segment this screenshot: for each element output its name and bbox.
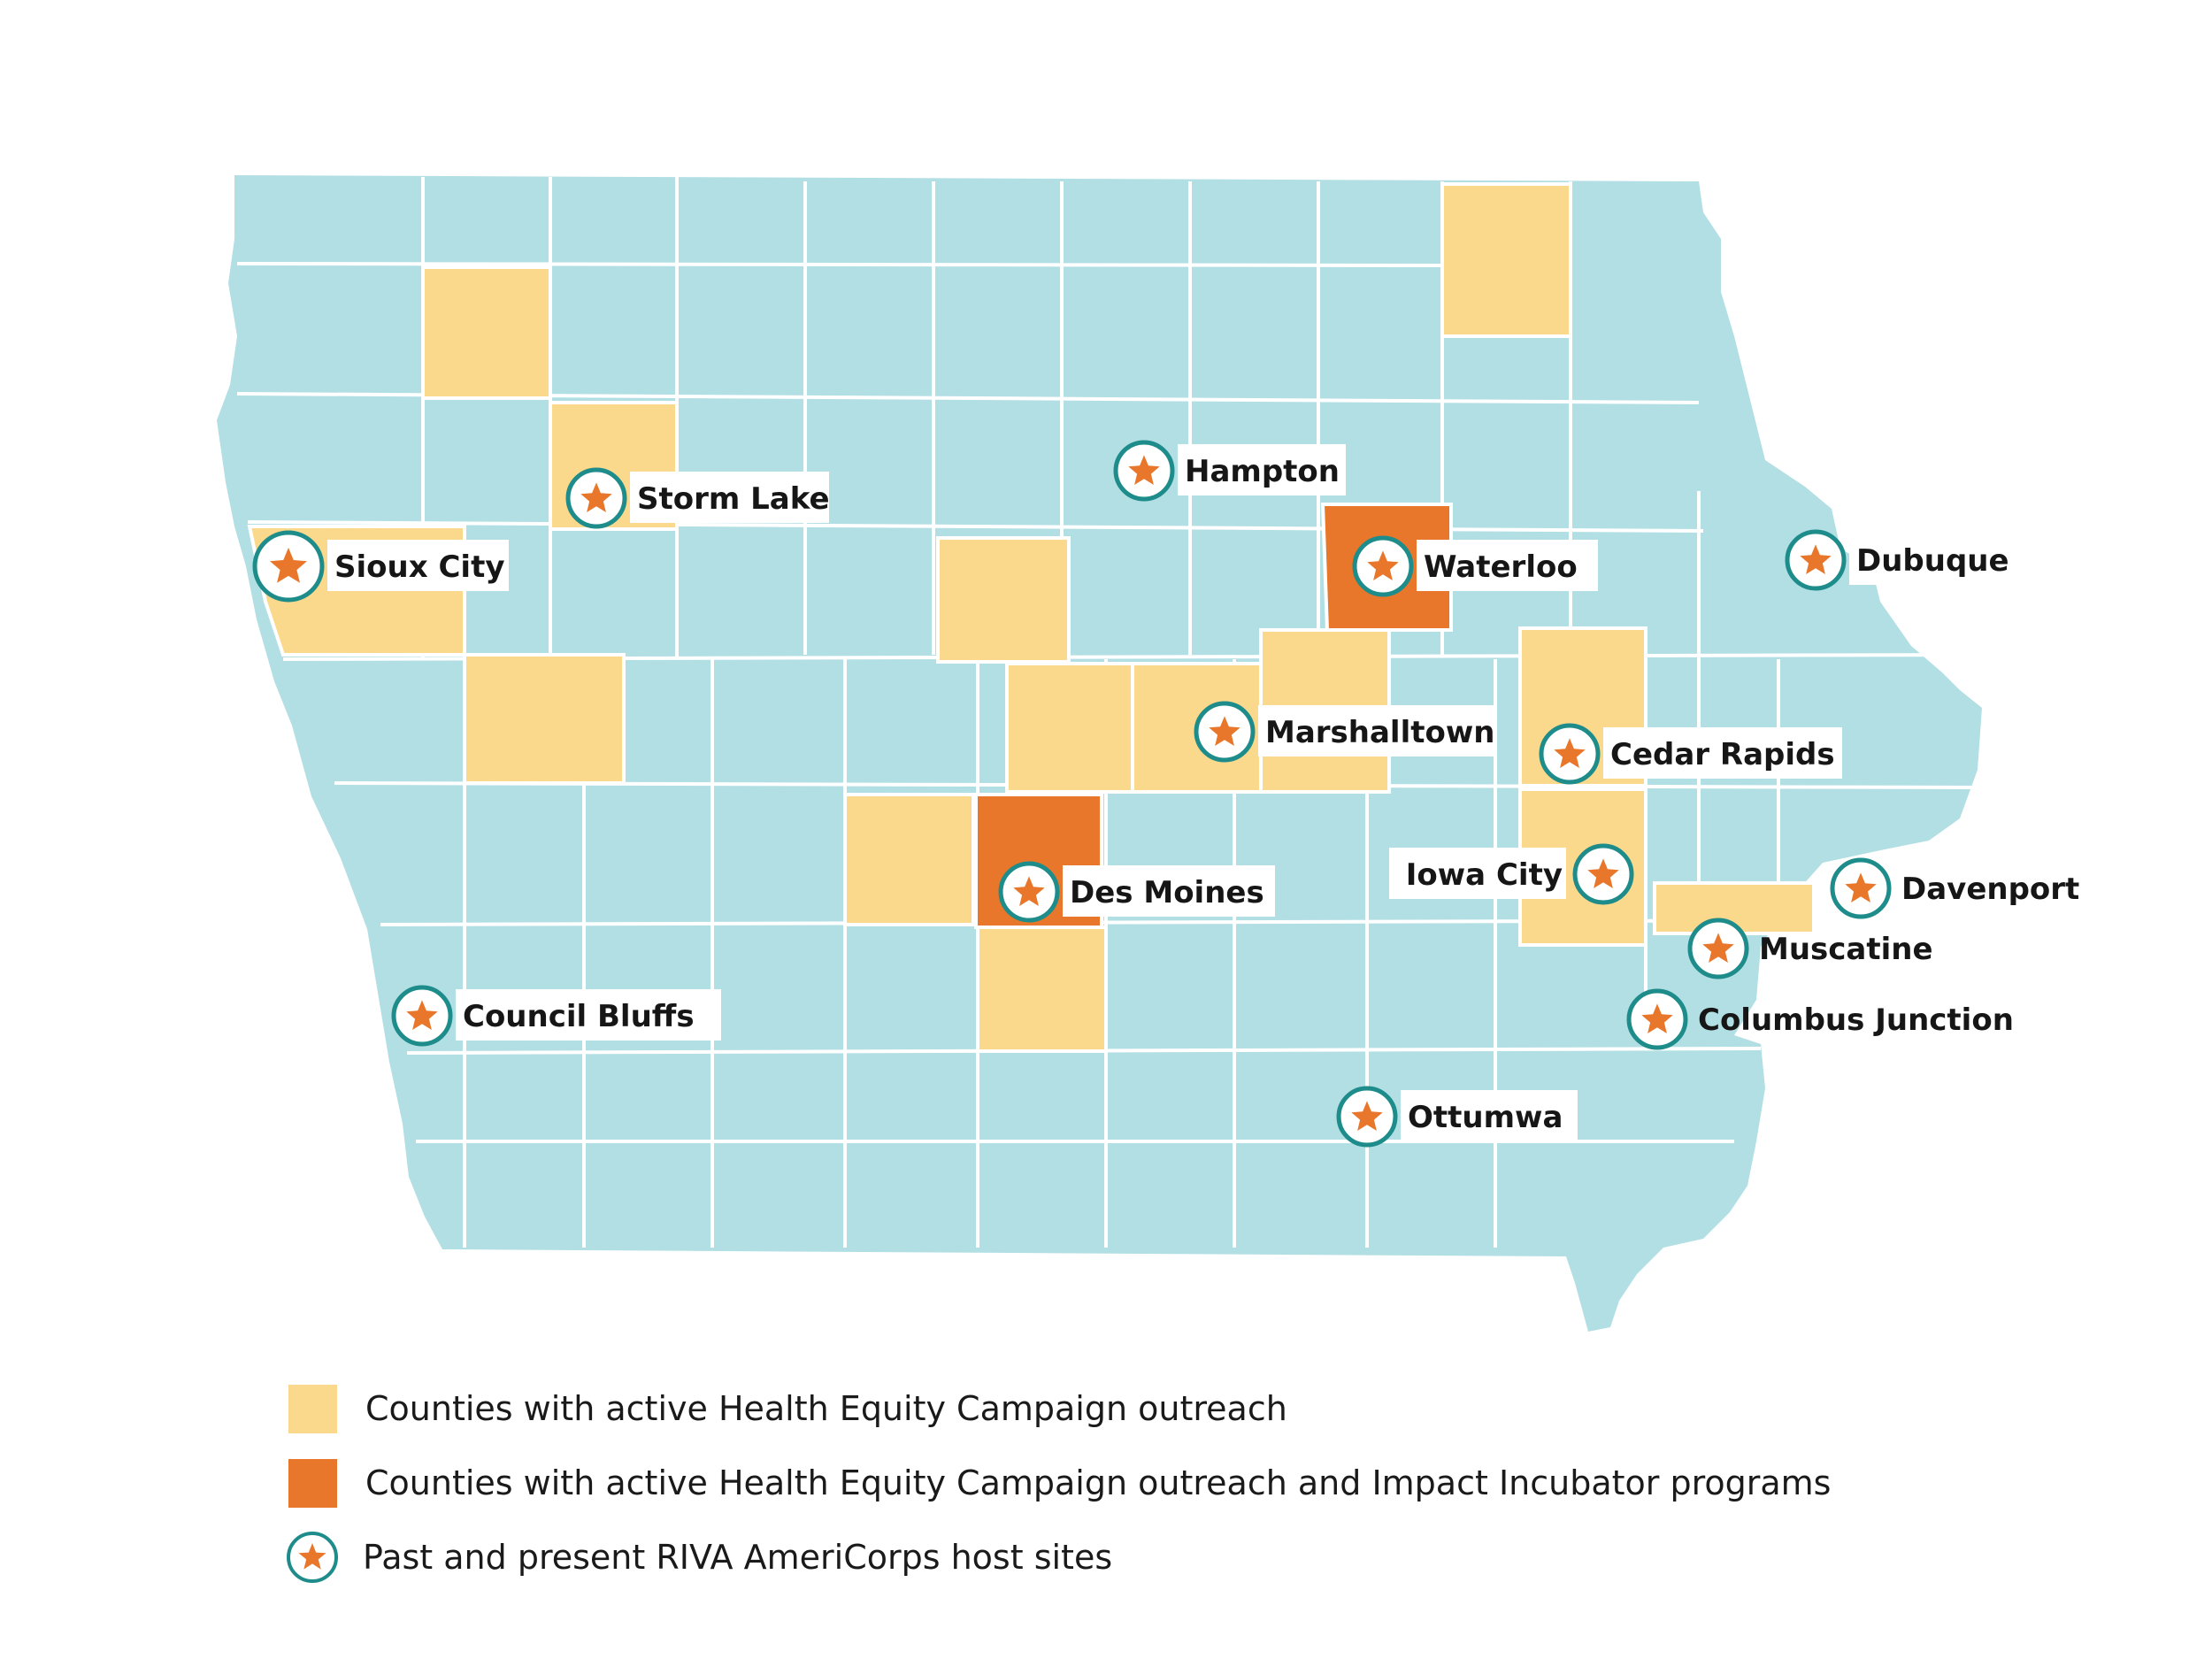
map-legend: Counties with active Health Equity Campa…	[287, 1371, 1831, 1594]
star-icon	[1641, 1003, 1673, 1033]
host-site-des-moines: Des Moines	[998, 861, 1275, 923]
star-icon	[1351, 1101, 1383, 1131]
host-site-markers: Sioux City Storm Lake Hampton Waterloo Dubuq…	[252, 440, 2079, 1148]
host-site-council-bluffs: Council Bluffs	[391, 985, 721, 1047]
star-icon	[1367, 550, 1399, 580]
city-label-dubuque: Dubuque	[1856, 543, 2009, 579]
star-icon	[406, 1000, 438, 1030]
city-label-background	[630, 472, 829, 523]
host-site-columbus-junction: Columbus Junction	[1626, 988, 2014, 1050]
legend-label-outreach: Counties with active Health Equity Campa…	[365, 1389, 1287, 1428]
host-site-dubuque: Dubuque	[1785, 529, 2022, 591]
outreach-county	[421, 265, 552, 400]
city-label-hampton: Hampton	[1185, 454, 1340, 489]
host-site-muscatine: Muscatine	[1687, 918, 1933, 979]
host-site-iowa-city: Iowa City	[1389, 843, 1634, 905]
city-label-council-bluffs: Council Bluffs	[463, 999, 695, 1034]
star-icon	[1554, 738, 1586, 768]
outreach-county	[1005, 662, 1134, 794]
star-icon	[580, 482, 612, 512]
host-site-ottumwa: Ottumwa	[1336, 1086, 1578, 1148]
city-label-cedar-rapids: Cedar Rapids	[1610, 737, 1835, 772]
outreach-county	[1440, 182, 1572, 338]
outreach-county	[463, 653, 626, 785]
legend-item-incubator: Counties with active Health Equity Campa…	[288, 1446, 1831, 1520]
city-label-background	[1603, 727, 1842, 779]
star-icon	[270, 548, 307, 583]
county-border	[236, 262, 1443, 267]
city-label-background	[456, 989, 721, 1041]
outreach-county	[936, 536, 1071, 664]
city-label-ottumwa: Ottumwa	[1408, 1100, 1563, 1135]
city-label-background	[1178, 444, 1346, 495]
host-site-waterloo: Waterloo	[1352, 535, 1598, 597]
star-icon	[1702, 933, 1734, 963]
city-label-background	[1258, 705, 1497, 757]
city-label-background	[1401, 1090, 1578, 1141]
host-site-cedar-rapids: Cedar Rapids	[1539, 723, 1842, 785]
legend-item-host-sites: Past and present RIVA AmeriCorps host si…	[287, 1520, 1831, 1594]
city-label-muscatine: Muscatine	[1759, 932, 1933, 967]
city-label-waterloo: Waterloo	[1424, 549, 1578, 585]
legend-item-outreach: Counties with active Health Equity Campa…	[288, 1371, 1831, 1446]
legend-label-host-sites: Past and present RIVA AmeriCorps host si…	[363, 1538, 1113, 1577]
city-label-des-moines: Des Moines	[1070, 875, 1264, 910]
host-site-sioux-city: Sioux City	[252, 530, 509, 603]
city-label-background	[1849, 534, 2022, 585]
city-label-iowa-city: Iowa City	[1406, 857, 1563, 893]
city-label-davenport: Davenport	[1901, 872, 2079, 907]
star-icon	[1013, 876, 1045, 906]
legend-swatch-incubator	[288, 1458, 337, 1508]
city-label-sioux-city: Sioux City	[334, 549, 505, 585]
host-site-hampton: Hampton	[1113, 440, 1346, 502]
outreach-county	[976, 926, 1108, 1053]
legend-swatch-outreach	[288, 1384, 337, 1433]
outreach-county	[1653, 881, 1816, 935]
star-icon	[1587, 858, 1619, 888]
legend-label-incubator: Counties with active Health Equity Campa…	[365, 1463, 1832, 1502]
host-site-davenport: Davenport	[1830, 857, 2079, 919]
star-icon	[1800, 544, 1832, 574]
city-label-columbus-junction: Columbus Junction	[1698, 1002, 2014, 1038]
city-label-background	[1389, 848, 1566, 899]
star-icon	[1845, 872, 1877, 902]
outreach-county	[843, 793, 975, 926]
city-label-marshalltown: Marshalltown	[1265, 715, 1494, 750]
city-label-background	[1063, 865, 1275, 917]
city-label-background	[1417, 540, 1598, 591]
host-site-storm-lake: Storm Lake	[565, 467, 830, 529]
city-label-background	[327, 540, 509, 591]
city-label-storm-lake: Storm Lake	[637, 481, 830, 517]
county-border	[247, 520, 1704, 533]
star-icon	[1128, 455, 1160, 485]
host-site-marshalltown: Marshalltown	[1194, 701, 1497, 763]
host-site-star-icon	[287, 1532, 338, 1583]
star-icon	[1209, 716, 1240, 746]
